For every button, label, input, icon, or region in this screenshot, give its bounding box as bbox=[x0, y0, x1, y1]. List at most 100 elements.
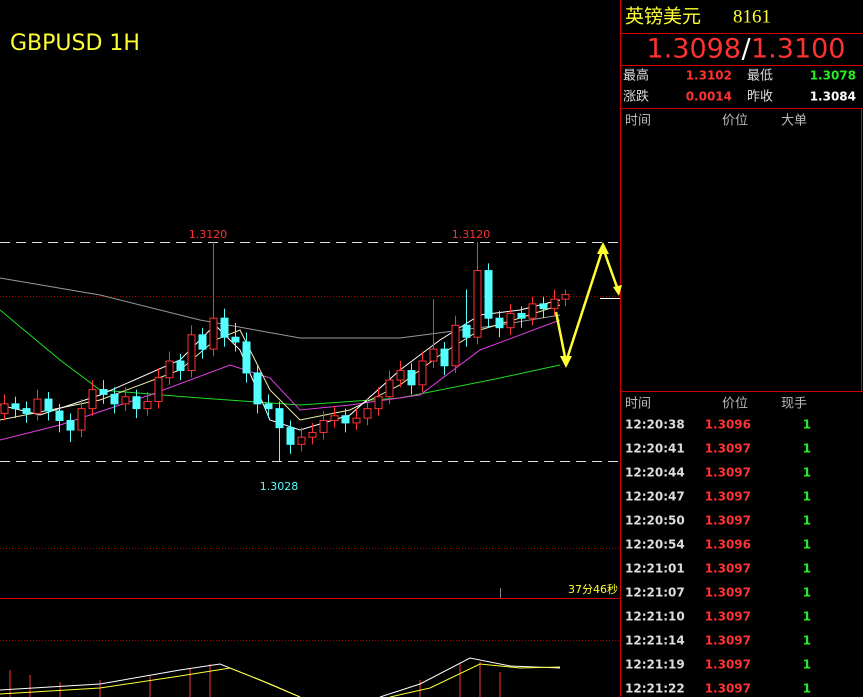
trade-price: 1.3097 bbox=[705, 514, 751, 528]
candle-body bbox=[143, 400, 152, 410]
candle-body bbox=[11, 403, 20, 410]
candle-body bbox=[55, 410, 64, 422]
high-label: 1.3120 bbox=[452, 228, 491, 241]
trade-price: 1.3097 bbox=[705, 586, 751, 600]
trade-price: 1.3097 bbox=[705, 562, 751, 576]
column-header: 现手 bbox=[781, 397, 807, 412]
ma-line bbox=[0, 299, 561, 431]
candle-body bbox=[319, 420, 328, 433]
candle-body bbox=[561, 293, 570, 300]
candle-body bbox=[253, 372, 262, 405]
candle-body bbox=[242, 341, 251, 374]
candle-body bbox=[363, 408, 372, 419]
candle-body bbox=[418, 360, 427, 386]
trade-time: 12:21:01 bbox=[625, 562, 685, 576]
candle-body bbox=[187, 334, 196, 372]
trade-volume: 1 bbox=[803, 562, 811, 576]
candle-body bbox=[132, 396, 141, 410]
candle-body bbox=[429, 348, 438, 362]
trade-time: 12:21:10 bbox=[625, 610, 685, 624]
candle-body bbox=[44, 398, 53, 412]
trade-volume: 1 bbox=[803, 466, 811, 480]
trade-time: 12:20:38 bbox=[625, 418, 685, 432]
candle-body bbox=[88, 389, 97, 410]
forecast-arrow bbox=[554, 244, 620, 367]
candle-body bbox=[484, 270, 493, 319]
candle-body bbox=[154, 377, 163, 402]
column-header: 时间 bbox=[625, 114, 651, 129]
trade-time: 12:21:19 bbox=[625, 658, 685, 672]
candle-body bbox=[264, 403, 273, 410]
bid: 1.3098 bbox=[647, 34, 741, 65]
candle-body bbox=[0, 403, 9, 414]
trade-volume: 1 bbox=[803, 490, 811, 504]
trade-volume: 1 bbox=[803, 634, 811, 648]
trade-time: 12:21:22 bbox=[625, 682, 685, 696]
candle-body bbox=[22, 408, 31, 414]
candle-body bbox=[462, 324, 471, 338]
candle-body bbox=[341, 415, 350, 424]
stat-label: 涨跌 bbox=[623, 89, 649, 105]
candle-body bbox=[407, 370, 416, 386]
chart-title: GBPUSD 1H bbox=[10, 31, 140, 56]
candle-body bbox=[440, 348, 449, 367]
trade-price: 1.3097 bbox=[705, 466, 751, 480]
trade-time: 12:21:07 bbox=[625, 586, 685, 600]
trade-volume: 1 bbox=[803, 610, 811, 624]
trade-price: 1.3096 bbox=[705, 418, 751, 432]
stat-label: 最低 bbox=[747, 69, 773, 84]
candle-body bbox=[77, 408, 86, 431]
trade-price: 1.3097 bbox=[705, 490, 751, 504]
trade-price: 1.3097 bbox=[705, 682, 751, 696]
ma-line bbox=[0, 319, 561, 441]
candle-body bbox=[352, 417, 361, 424]
candle-body bbox=[539, 303, 548, 310]
trade-volume: 1 bbox=[803, 682, 811, 696]
candle-body bbox=[231, 336, 240, 343]
column-header: 大单 bbox=[781, 114, 807, 129]
candle-body bbox=[550, 298, 559, 310]
trade-volume: 1 bbox=[803, 538, 811, 552]
arrow-head bbox=[613, 285, 622, 296]
trade-time: 12:20:44 bbox=[625, 466, 685, 480]
candle-body bbox=[495, 317, 504, 329]
candle-body bbox=[451, 324, 460, 367]
column-header: 价位 bbox=[722, 114, 748, 129]
candle-body bbox=[385, 379, 394, 398]
trade-volume: 1 bbox=[803, 442, 811, 456]
column-header: 价位 bbox=[722, 397, 748, 412]
candle-body bbox=[297, 436, 306, 445]
low-label: 1.3028 bbox=[260, 480, 299, 493]
stat-label: 最高 bbox=[623, 68, 649, 84]
trade-time: 12:20:41 bbox=[625, 442, 685, 456]
candle-body bbox=[66, 420, 75, 431]
trade-price: 1.3097 bbox=[705, 442, 751, 456]
candle-body bbox=[308, 431, 317, 438]
candle-body bbox=[176, 360, 185, 372]
trade-time: 12:21:14 bbox=[625, 634, 685, 648]
candle-body bbox=[275, 408, 284, 429]
trade-price: 1.3097 bbox=[705, 634, 751, 648]
candle-body bbox=[396, 370, 405, 381]
ma-line bbox=[0, 309, 561, 406]
candle-body bbox=[209, 317, 218, 350]
instrument-name: 英镑美元 bbox=[625, 5, 701, 27]
ask: 1.3100 bbox=[751, 34, 845, 65]
candle-body bbox=[33, 398, 42, 414]
candle-body bbox=[220, 317, 229, 338]
trade-price: 1.3097 bbox=[705, 658, 751, 672]
candle-body bbox=[506, 312, 515, 329]
high-label: 1.3120 bbox=[189, 228, 228, 241]
stat-label: 昨收 bbox=[747, 90, 773, 105]
signal-line bbox=[0, 667, 301, 697]
stat-value: 0.0014 bbox=[686, 90, 732, 104]
candle-body bbox=[121, 396, 130, 405]
candle-body bbox=[110, 393, 119, 405]
candle-body bbox=[198, 334, 207, 350]
trade-volume: 1 bbox=[803, 586, 811, 600]
stat-value: 1.3102 bbox=[686, 69, 732, 83]
trade-price: 1.3096 bbox=[705, 538, 751, 552]
trade-volume: 1 bbox=[803, 658, 811, 672]
trade-time: 12:20:50 bbox=[625, 514, 685, 528]
